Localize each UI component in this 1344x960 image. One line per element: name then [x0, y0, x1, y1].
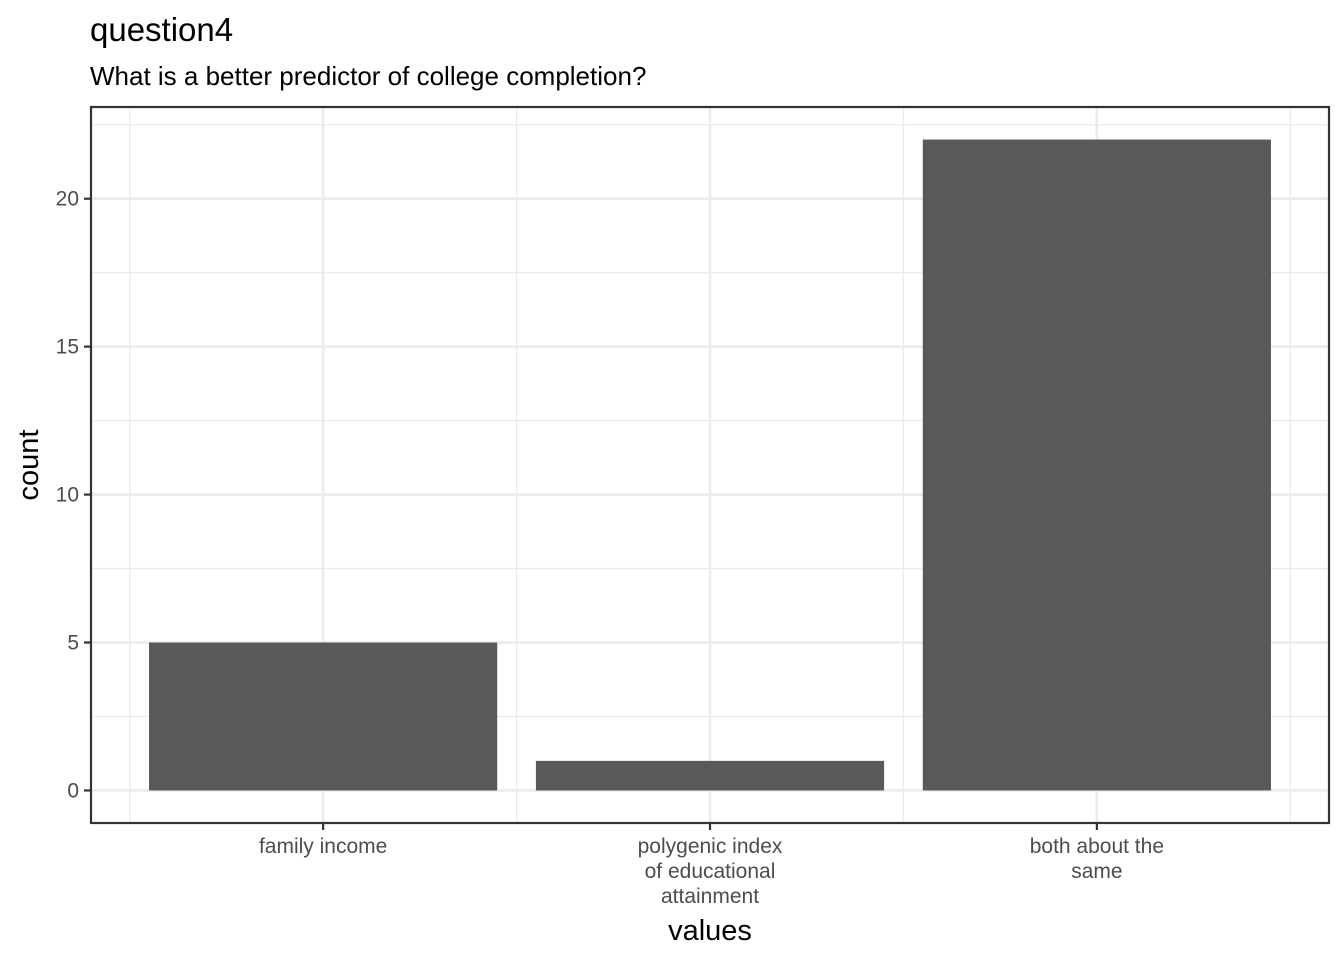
y-tick-label: 10 — [56, 484, 79, 507]
y-tick-label: 20 — [56, 188, 79, 211]
x-tick-label: both about the same — [1030, 835, 1164, 883]
bars — [149, 139, 1271, 791]
x-tick-label: family income — [259, 835, 387, 858]
chart-title: question4 — [90, 11, 233, 48]
bar — [922, 139, 1271, 791]
chart-subtitle: What is a better predictor of college co… — [90, 61, 646, 91]
x-tick-label: polygenic index of educational attainment — [638, 835, 783, 908]
bar — [149, 642, 498, 791]
bar — [535, 760, 885, 791]
x-axis-title: values — [668, 915, 752, 947]
x-axis: family income polygenic index of education… — [259, 823, 1164, 908]
y-axis: 0 5 10 15 20 — [56, 188, 91, 802]
y-tick-label: 5 — [67, 632, 79, 655]
y-tick-label: 15 — [56, 336, 79, 359]
y-tick-label: 0 — [67, 779, 79, 802]
y-axis-title: count — [13, 430, 45, 501]
